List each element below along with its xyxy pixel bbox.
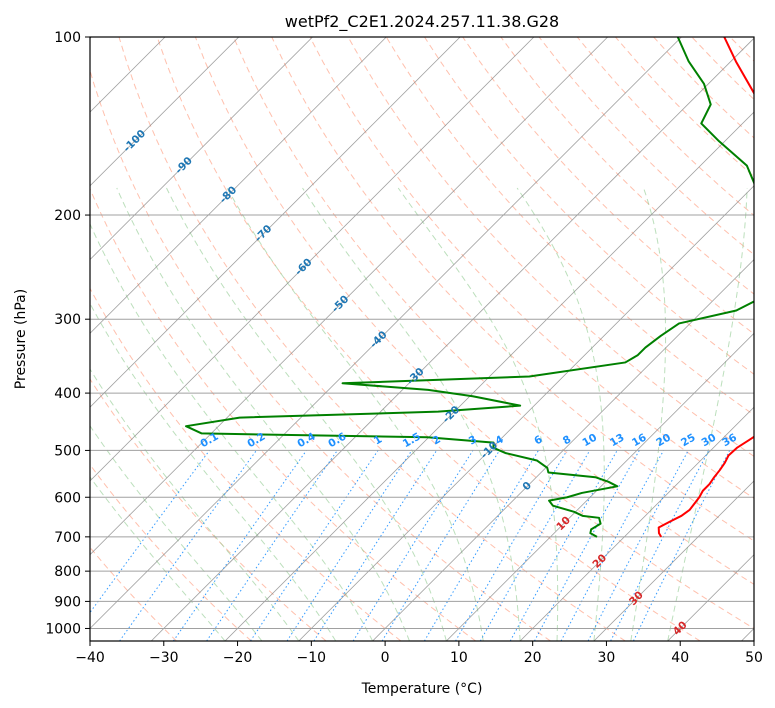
isotherm-line [90,37,313,261]
dewpoint-profile-line [185,37,754,538]
mixing-ratio-line [313,450,438,641]
isotherm-line [298,185,754,641]
isotherm-line [519,406,754,641]
x-tick-label: 30 [598,650,616,666]
x-tick-label: 50 [745,650,763,666]
mixing-ratio-line [509,450,618,641]
dry-adiabat-line [156,37,701,641]
y-axis-label: Pressure (hPa) [13,289,29,389]
mixing-ratio-line [633,450,731,641]
y-tick-label: 200 [54,208,81,224]
x-tick-label: −20 [223,650,253,666]
mixing-ratio-line [560,450,665,641]
mixing-ratio-line [90,450,210,614]
mixing-ratio-line [286,450,413,641]
isotherm-line [90,37,387,334]
isotherm-line [90,37,240,187]
moist-adiabat-line [397,187,559,641]
isotherm-line [593,480,754,641]
dry-adiabat-line [90,463,252,641]
dry-adiabat-line [271,37,754,542]
dry-adiabat-line [500,37,754,295]
moist-adiabat-line [667,187,748,641]
x-tick-label: −10 [297,650,327,666]
mixing-ratio-line [250,450,379,641]
y-tick-label: 100 [54,30,81,46]
mixing-ratio-line [206,450,338,641]
mixing-ratio-line [534,450,640,641]
moist-adiabat-line [302,187,521,641]
isotherm-line [150,37,754,641]
moist-adiabat-line [90,476,226,641]
dry-adiabat-line [118,37,626,641]
pressure-gridlines [90,37,754,629]
x-axis: −40 −30 −20 −10 0 10 20 30 40 50 [75,641,763,666]
dry-adiabat-line [462,37,754,335]
isotherm-line [90,37,535,482]
dry-adiabat-line [90,68,551,641]
x-tick-label: 0 [381,650,390,666]
moist-adiabat-line [226,187,484,641]
x-tick-label: 10 [450,650,468,666]
plot-background [90,37,754,641]
y-tick-label: 800 [54,564,81,580]
background-lines [90,37,775,641]
x-tick-label: −30 [149,650,179,666]
dry-adiabat-line [424,37,754,375]
moist-adiabat-line [116,187,410,641]
isotherm-line [90,37,461,408]
y-axis: 100 200 300 400 500 600 700 800 900 1000 [45,30,90,637]
y-tick-label: 300 [54,312,81,328]
moist-adiabat-line [90,302,337,641]
x-axis-label: Temperature (°C) [361,681,483,697]
y-tick-label: 1000 [45,621,81,637]
isotherm-line [90,37,682,630]
dry-adiabat-line [194,37,754,630]
mixing-ratio-line [610,450,710,641]
dry-adiabat-line [768,37,775,641]
moist-adiabat-line [90,222,374,641]
moist-adiabat-line [630,187,667,641]
x-tick-label: −40 [75,650,105,666]
y-tick-label: 900 [54,594,81,610]
chart-title: wetPf2_C2E1.2024.257.11.38.G28 [285,12,559,32]
plot-frame [89,36,755,642]
mixing-ratio-line [119,450,257,641]
mixing-ratio-line [381,450,500,641]
isotherm-line [224,111,754,641]
x-tick-label: 20 [524,650,542,666]
dry-adiabat-line [233,37,754,585]
mixing-ratio-line [172,450,307,641]
isotherm-line [90,37,608,556]
dry-adiabat-line [385,37,754,416]
y-tick-label: 700 [54,530,81,546]
isotherm-line [446,332,754,641]
x-tick-label: 40 [671,650,689,666]
y-tick-label: 400 [54,386,81,402]
moist-adiabat-line [166,187,447,641]
dry-adiabat-line [90,378,327,641]
y-tick-label: 600 [54,490,81,506]
y-tick-label: 500 [54,443,81,459]
isotherm-line [372,259,754,641]
moist-adiabat-line [516,187,605,641]
temperature-profile-line [657,37,754,538]
dry-adiabat-line [309,37,754,499]
sounding-profiles [185,37,754,538]
